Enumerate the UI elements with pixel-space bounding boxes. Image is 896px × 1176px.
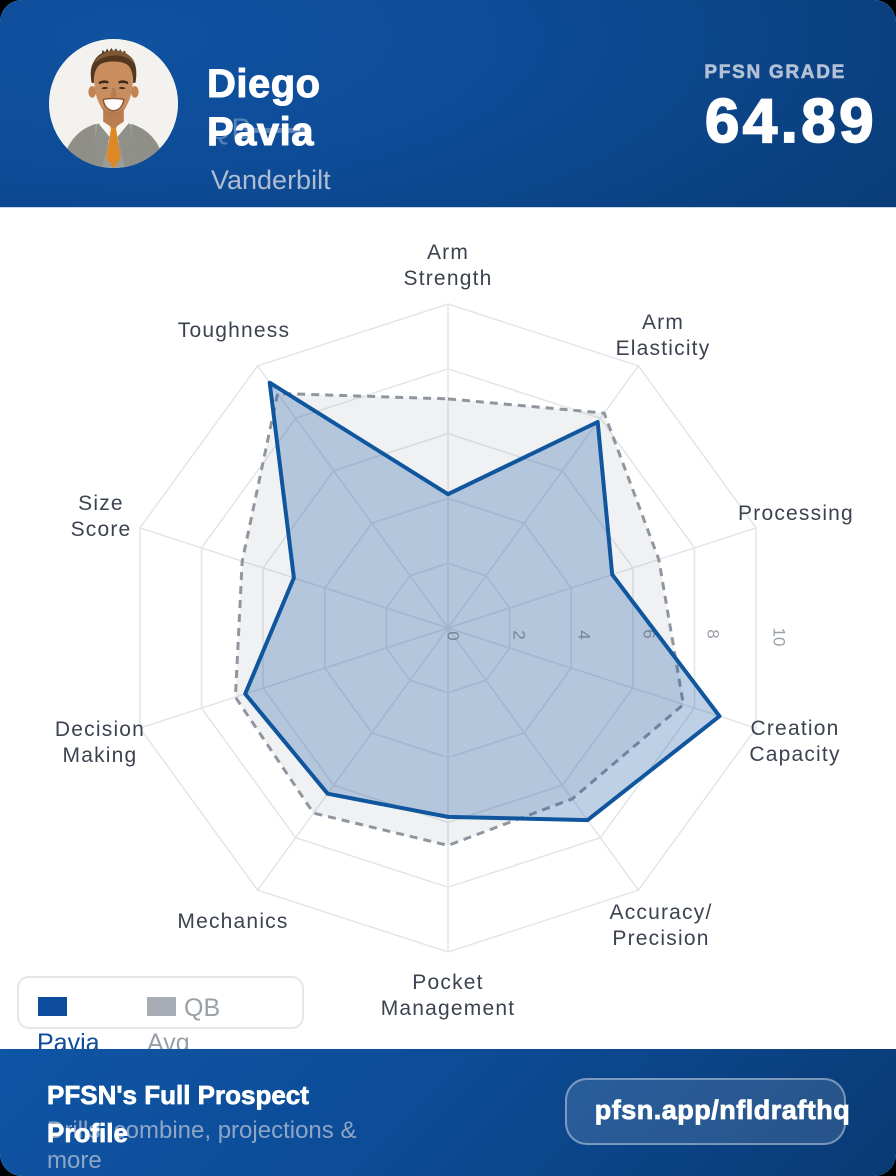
- svg-text:10: 10: [770, 628, 789, 647]
- svg-text:2: 2: [510, 630, 529, 639]
- svg-text:0: 0: [444, 631, 463, 640]
- svg-text:6: 6: [640, 629, 659, 638]
- svg-text:4: 4: [575, 630, 594, 639]
- svg-text:8: 8: [704, 629, 723, 638]
